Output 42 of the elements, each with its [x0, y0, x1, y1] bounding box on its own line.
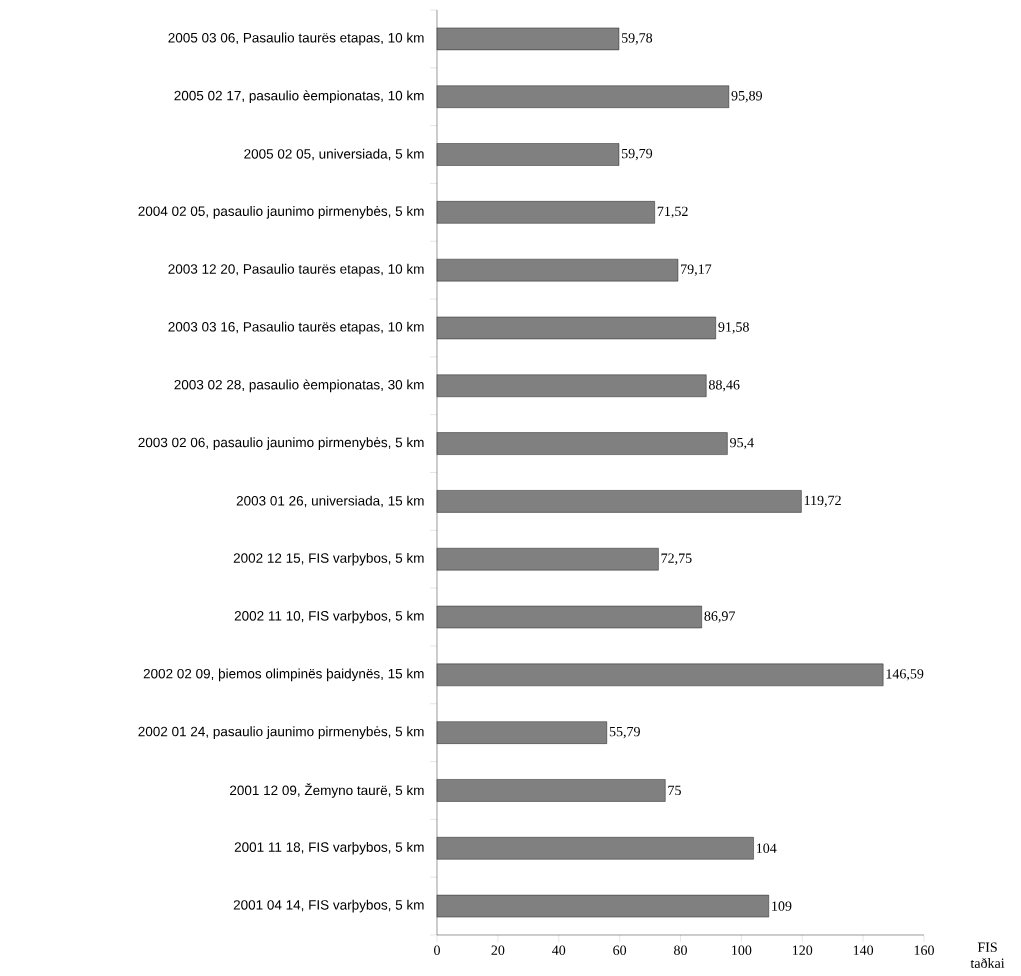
- y-tick-label: 2003 12 20, Pasaulio taurës etapas, 10 km: [168, 263, 424, 277]
- y-tick-label: 2004 02 05, pasaulio jaunimo pirmenybės, 5 km: [138, 206, 424, 219]
- data-label: 71,52: [657, 206, 688, 219]
- data-label: 119,72: [804, 495, 841, 508]
- y-tick-label: 2003 01 26, universiada, 15 km: [236, 495, 424, 508]
- data-label: 109: [772, 901, 792, 911]
- data-label: 75: [668, 785, 681, 796]
- data-label: 95,89: [731, 90, 762, 103]
- data-label: 146,59: [886, 669, 924, 681]
- data-label: 88,46: [708, 380, 740, 392]
- x-tick-label: 100: [732, 945, 752, 955]
- y-tick-label: 2002 02 09, þiemos olimpinës þaidynës, 15 km: [143, 668, 424, 682]
- y-tick-label: 2002 01 24, pasaulio jaunimo pirmenybės, 5 km: [138, 726, 424, 739]
- data-label: 59,79: [622, 148, 653, 161]
- y-tick-label: 2003 03 16, Pasaulio taurës etapas, 10 km: [168, 321, 424, 335]
- x-tick-label: 40: [552, 945, 566, 955]
- x-tick-label: 140: [853, 945, 874, 955]
- data-label: 91,58: [718, 322, 749, 334]
- x-tick-label: 160: [914, 945, 934, 955]
- y-tick-label: 2003 02 06, pasaulio jaunimo pirmenybės, 5 km: [138, 437, 424, 450]
- y-tick-label: 2005 02 05, universiada, 5 km: [244, 148, 424, 161]
- data-label: 79,17: [681, 264, 712, 276]
- y-tick-label: 2001 11 18, FIS varþybos, 5 km: [234, 841, 424, 855]
- x-tick-label: 120: [792, 945, 813, 955]
- data-label: 59,78: [621, 33, 653, 45]
- y-tick-label: 2001 04 14, FIS varþybos, 5 km: [233, 899, 424, 913]
- data-label: 86,97: [704, 611, 736, 623]
- x-tick-label: 0: [434, 945, 440, 955]
- y-tick-label: 2001 12 09, Žemyno taurë, 5 km: [230, 783, 424, 798]
- x-tick-label: 80: [674, 945, 687, 955]
- x-tick-label: 60: [613, 945, 627, 955]
- y-tick-label: 2002 11 10, FIS varþybos, 5 km: [234, 610, 424, 624]
- y-tick-label: 2005 03 06, Pasaulio taurës etapas, 10 km: [168, 32, 424, 46]
- x-tick-label: 20: [491, 945, 505, 955]
- data-label: 72,75: [661, 553, 692, 565]
- y-tick-label: 2002 12 15, FIS varþybos, 5 km: [233, 552, 424, 566]
- data-label: 104: [756, 843, 777, 854]
- y-tick-label: 2003 02 28, pasaulio èempionatas, 30 km: [174, 379, 424, 393]
- x-axis-title: FIS taðkai: [970, 942, 1005, 968]
- data-label: 55,79: [609, 726, 640, 739]
- y-tick-label: 2005 02 17, pasaulio èempionatas, 10 km: [174, 90, 424, 104]
- data-label: 95,4: [730, 437, 754, 450]
